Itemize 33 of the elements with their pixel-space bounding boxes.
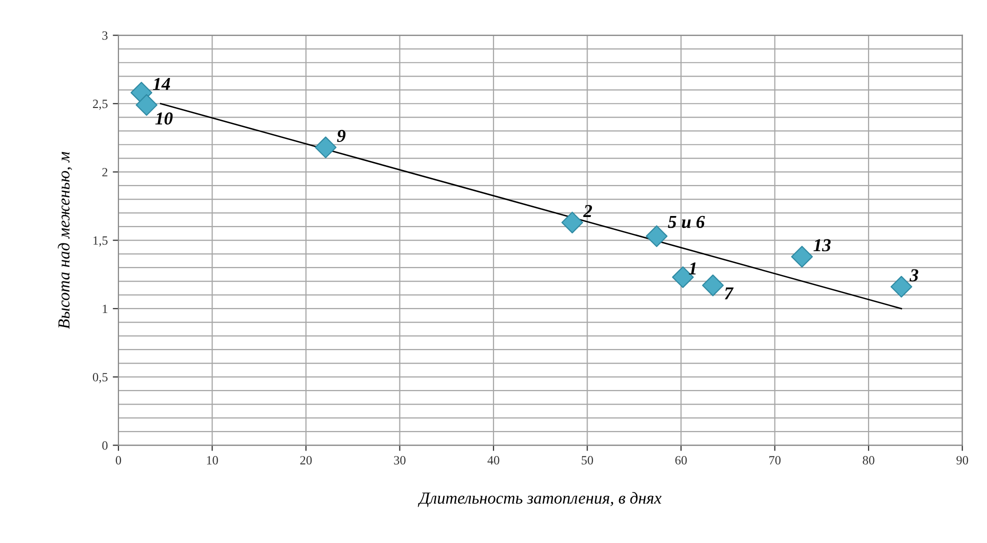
x-tick-label: 30 — [394, 456, 406, 464]
x-tick-label: 80 — [862, 456, 874, 464]
annotation: 7 — [724, 287, 734, 300]
annotation: 1 — [688, 262, 696, 274]
x-axis-title: Длительность затопления, в днях — [418, 492, 662, 507]
annotation: 9 — [337, 130, 346, 142]
point — [646, 225, 668, 248]
x-tick-label: 20 — [300, 456, 312, 464]
y-tick-label: 0 — [102, 441, 108, 450]
y-tick-label: 0,5 — [92, 372, 108, 384]
y-tick-label: 3 — [102, 31, 108, 40]
annotation: 10 — [155, 112, 173, 125]
annotation: 13 — [814, 239, 831, 252]
x-tick-label: 50 — [582, 456, 594, 464]
point — [561, 212, 584, 234]
point — [791, 246, 813, 268]
point — [314, 136, 337, 158]
y-tick-label: 1,5 — [94, 236, 108, 247]
annotation: 5 и 6 — [668, 216, 705, 228]
x-tick-label: 70 — [769, 456, 781, 464]
y-axis-title: Высота над меженью, м — [58, 152, 72, 329]
annotation: 2 — [583, 205, 592, 217]
y-tick-label: 2 — [102, 168, 108, 176]
x-tick-label: 40 — [487, 456, 500, 464]
point — [702, 274, 724, 296]
y-tick-label: 2,5 — [92, 100, 108, 110]
x-tick-label: 90 — [956, 456, 968, 464]
y-tick-label: 1 — [102, 304, 108, 313]
x-tick-label: 0 — [116, 456, 122, 464]
x-tick-label: 60 — [675, 456, 687, 464]
x-tick-label: 10 — [207, 456, 218, 464]
annotation: 14 — [152, 78, 170, 90]
annotation: 3 — [910, 269, 918, 282]
